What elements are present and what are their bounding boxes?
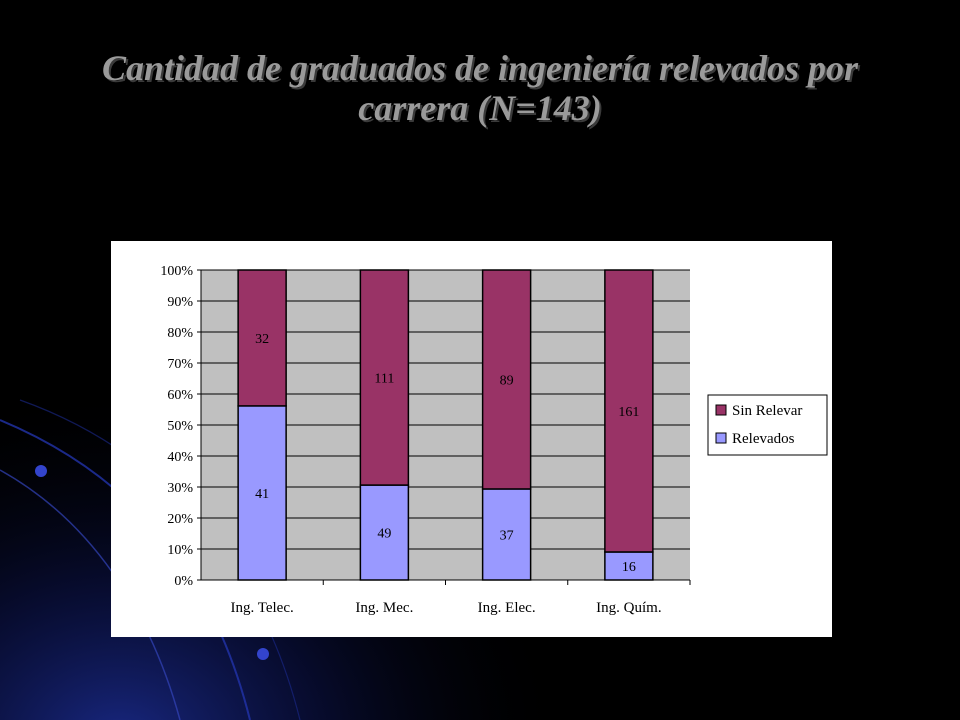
data-label: 111 xyxy=(374,372,394,387)
legend-label: Relevados xyxy=(732,431,795,447)
y-tick-label: 100% xyxy=(160,264,193,279)
legend-swatch xyxy=(715,432,727,444)
data-label: 89 xyxy=(500,373,514,388)
data-label: 49 xyxy=(377,527,391,542)
y-tick-label: 0% xyxy=(174,574,193,589)
y-tick-label: 60% xyxy=(167,388,193,403)
y-tick-label: 80% xyxy=(167,326,193,341)
legend-label: Sin Relevar xyxy=(732,403,802,419)
decor-dot-2 xyxy=(257,648,269,660)
bar-segment xyxy=(604,551,654,581)
decor-dot-1 xyxy=(35,465,47,477)
y-tick-label: 30% xyxy=(167,481,193,496)
y-tick-label: 40% xyxy=(167,450,193,465)
legend-swatch xyxy=(715,404,727,416)
slide-title: Cantidad de graduados de ingeniería rele… xyxy=(101,48,859,128)
legend-box xyxy=(707,394,828,456)
bar-segment xyxy=(604,269,654,553)
x-tick-label: Ing. Elec. xyxy=(478,600,536,616)
data-label: 32 xyxy=(255,332,269,347)
y-tick-label: 90% xyxy=(167,295,193,310)
y-tick-label: 20% xyxy=(167,512,193,527)
data-label: 37 xyxy=(500,528,514,543)
bar-segment xyxy=(481,488,532,581)
y-tick-label: 50% xyxy=(167,419,193,434)
data-label: 41 xyxy=(255,487,269,502)
data-label: 161 xyxy=(618,405,639,420)
data-label: 16 xyxy=(622,560,636,575)
stacked-bar-chart: 0% 10% 20% 30% 40% 50% 60% 70% 80% 90% 100% 41 32 Ing… xyxy=(160,264,828,616)
bar-segment xyxy=(481,269,532,490)
y-tick-label: 10% xyxy=(167,543,193,558)
bar-segment xyxy=(359,269,410,486)
y-tick-label: 70% xyxy=(167,357,193,372)
chart-panel: 0% 10% 20% 30% 40% 50% 60% 70% 80% 90% 100% 41 32 Ing… xyxy=(111,241,832,637)
bar-segment xyxy=(359,484,410,581)
x-tick-label: Ing. Telec. xyxy=(231,600,294,616)
bar-segment xyxy=(237,269,287,407)
x-tick-label: Ing. Mec. xyxy=(355,600,413,616)
x-tick-label: Ing. Quím. xyxy=(596,600,661,616)
bar-segment xyxy=(237,405,287,581)
